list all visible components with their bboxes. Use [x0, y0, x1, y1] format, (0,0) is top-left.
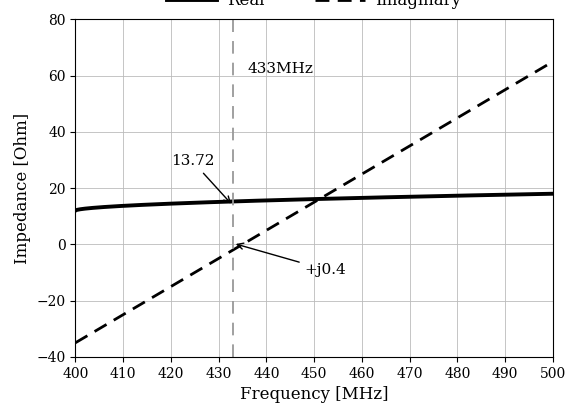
Imaginary — [400, 147, 407, 152]
Real — [121, 203, 128, 208]
Line: Imaginary: Imaginary — [75, 62, 553, 343]
Imaginary — [282, 216, 289, 221]
Imaginary — [453, 116, 460, 121]
Text: 13.72: 13.72 — [171, 154, 230, 203]
Text: 433MHz: 433MHz — [247, 62, 313, 75]
Real — [72, 208, 79, 213]
Real — [444, 193, 451, 198]
Real — [549, 191, 556, 196]
Imaginary — [444, 121, 451, 126]
Imaginary — [121, 311, 128, 317]
Line: Real: Real — [75, 194, 553, 211]
Legend: Real, Imaginary: Real, Imaginary — [161, 0, 467, 16]
Real — [453, 193, 460, 198]
Text: +j0.4: +j0.4 — [237, 243, 346, 276]
Imaginary — [549, 59, 556, 64]
Real — [265, 198, 272, 203]
Imaginary — [72, 340, 79, 345]
X-axis label: Frequency [MHz]: Frequency [MHz] — [240, 386, 389, 403]
Imaginary — [265, 226, 272, 231]
Real — [400, 194, 407, 199]
Real — [282, 197, 289, 202]
Y-axis label: Impedance [Ohm]: Impedance [Ohm] — [14, 113, 31, 264]
